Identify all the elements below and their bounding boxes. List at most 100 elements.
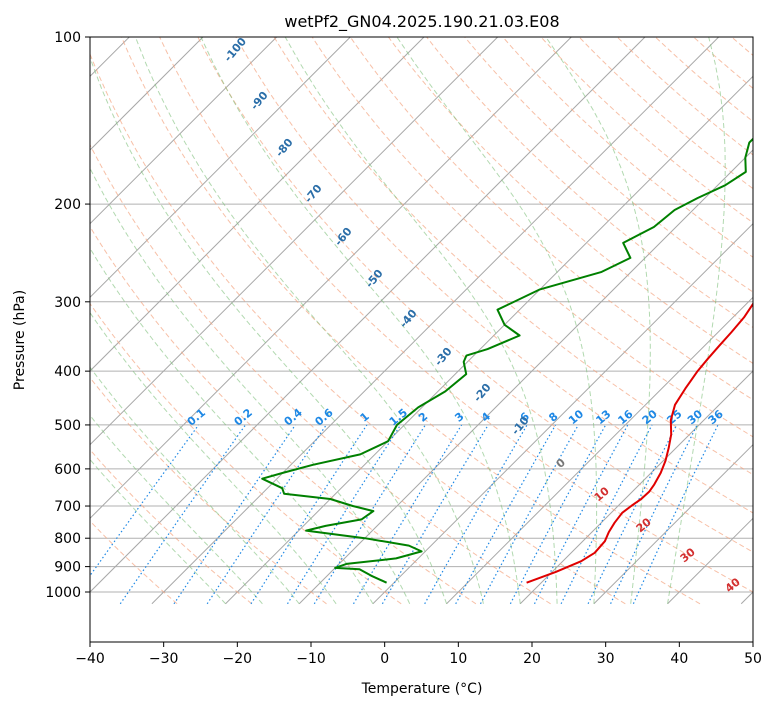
moist-adiabat	[90, 311, 337, 605]
isotherm	[225, 75, 753, 605]
pressure-gridlines	[90, 37, 753, 593]
dry-adiabat	[311, 37, 753, 438]
mixing-ratio-label: 2	[416, 410, 430, 425]
isotherm	[740, 591, 753, 605]
dry-adiabat	[197, 37, 753, 553]
dry-adiabat	[578, 37, 753, 190]
mixing-ratio-line	[587, 424, 678, 605]
moist-adiabat	[90, 366, 300, 605]
dewpoint-profile-line	[261, 137, 753, 584]
dry-adiabat	[121, 37, 701, 605]
mixing-ratio-line	[352, 424, 463, 605]
isotherm	[151, 37, 720, 605]
mixing-ratio-label: 16	[616, 407, 636, 427]
y-tick-label: 1000	[45, 585, 81, 601]
isotherm	[446, 296, 753, 605]
temperature-profile-line	[526, 302, 753, 584]
mixing-ratio-line	[381, 424, 489, 605]
isotherm	[593, 443, 753, 605]
isotherm	[90, 37, 499, 446]
y-tick-label: 300	[54, 295, 81, 311]
y-axis-title: Pressure (hPa)	[12, 290, 28, 390]
y-axis-ticks: 100 200 300 400 500 600 700 800 900 1000	[45, 30, 90, 601]
x-tick-label: −30	[149, 651, 179, 667]
dry-adiabat-label: -20	[471, 381, 494, 405]
dry-adiabat	[349, 37, 753, 401]
dry-adiabat	[426, 37, 753, 329]
dry-adiabats	[90, 37, 753, 605]
mixing-ratio-line	[560, 424, 653, 605]
dry-adiabat	[387, 37, 753, 364]
mixing-ratio-line	[632, 424, 719, 605]
mixing-ratio-line	[509, 424, 607, 605]
moist-adiabat-label: 30	[678, 545, 698, 565]
mixing-ratio-label: 1	[358, 410, 372, 425]
moist-adiabat	[200, 37, 521, 604]
dry-adiabat-label: -80	[273, 136, 296, 160]
mixing-ratio-label: 20	[640, 407, 660, 427]
x-tick-label: 10	[449, 651, 467, 667]
moist-adiabat	[545, 37, 651, 604]
y-tick-label: 600	[54, 462, 81, 478]
isotherm	[372, 222, 753, 605]
mixing-ratio-label: 30	[685, 407, 705, 427]
dry-adiabat	[654, 37, 753, 123]
x-tick-label: −20	[223, 651, 253, 667]
dry-adiabat	[616, 37, 753, 156]
dry-adiabat	[502, 37, 753, 258]
x-tick-label: −10	[296, 651, 326, 667]
dry-adiabat	[235, 37, 753, 514]
isotherm	[90, 37, 425, 372]
x-axis-title: Temperature (°C)	[361, 681, 483, 697]
moist-adiabat	[396, 37, 598, 604]
dry-adiabat	[90, 302, 402, 605]
moist-adiabat-label: 20	[634, 515, 654, 535]
x-tick-label: 0	[380, 651, 389, 667]
chart-title: wetPf2_GN04.2025.190.21.03.E08	[284, 12, 559, 32]
isotherm	[667, 517, 753, 605]
dry-adiabat	[540, 37, 753, 224]
moist-adiabat	[284, 37, 558, 604]
y-tick-label: 100	[54, 30, 81, 46]
dry-adiabat-label: -50	[363, 267, 386, 291]
x-tick-label: 30	[597, 651, 615, 667]
mixing-ratio-label: 36	[706, 407, 726, 427]
mixing-ratio-line	[173, 424, 296, 605]
y-tick-label: 500	[54, 418, 81, 434]
dry-adiabat-label: -70	[302, 182, 325, 206]
x-tick-label: −40	[75, 651, 105, 667]
mixing-ratio-label: 13	[593, 407, 613, 427]
mixing-ratio-label: 8	[546, 410, 560, 425]
moist-adiabat	[667, 37, 726, 604]
dry-adiabat	[693, 37, 753, 89]
mixing-ratio-line	[479, 424, 579, 605]
dry-adiabat	[273, 37, 753, 476]
moist-adiabat	[90, 247, 374, 605]
dry-adiabat	[159, 37, 753, 593]
x-axis-ticks: −40 −30 −20 −10 0 10 20 30 40 50	[75, 642, 762, 667]
mixing-ratio-label: 3	[452, 410, 466, 425]
mixing-ratio-label: 10	[566, 407, 586, 427]
mixing-ratio-line	[206, 424, 327, 605]
y-tick-label: 800	[54, 531, 81, 547]
mixing-ratio-line	[610, 424, 698, 605]
mixing-ratio-line	[119, 424, 246, 605]
moist-adiabat	[134, 37, 484, 604]
series-group	[261, 137, 753, 584]
moist-adiabat	[90, 55, 448, 604]
dry-adiabat-label: -40	[397, 307, 420, 331]
dry-adiabat-label: -100	[221, 35, 249, 65]
moist-adiabat	[90, 167, 411, 605]
dry-adiabat	[90, 376, 327, 605]
x-tick-label: 40	[670, 651, 688, 667]
mixing-ratio-lines	[90, 424, 719, 605]
y-tick-label: 700	[54, 499, 81, 515]
mixing-ratio-line	[533, 424, 629, 605]
moist-adiabat-label: 10	[592, 484, 612, 504]
y-tick-label: 200	[54, 197, 81, 213]
dry-adiabat	[464, 37, 753, 293]
moist-adiabats	[90, 37, 726, 605]
mixing-ratio-line	[250, 424, 368, 605]
y-tick-label: 400	[54, 364, 81, 380]
